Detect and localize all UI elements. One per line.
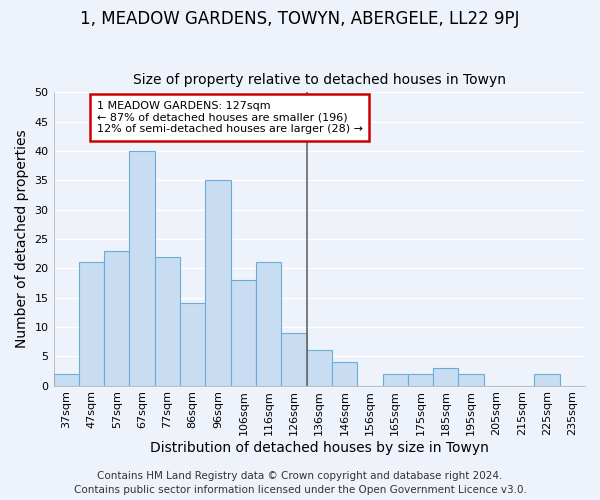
Bar — [130, 151, 155, 386]
Bar — [307, 350, 332, 386]
X-axis label: Distribution of detached houses by size in Towyn: Distribution of detached houses by size … — [150, 441, 489, 455]
Bar — [332, 362, 357, 386]
Bar — [256, 262, 281, 386]
Bar — [458, 374, 484, 386]
Bar — [53, 374, 79, 386]
Text: Contains HM Land Registry data © Crown copyright and database right 2024.
Contai: Contains HM Land Registry data © Crown c… — [74, 471, 526, 495]
Text: 1, MEADOW GARDENS, TOWYN, ABERGELE, LL22 9PJ: 1, MEADOW GARDENS, TOWYN, ABERGELE, LL22… — [80, 10, 520, 28]
Bar — [79, 262, 104, 386]
Bar — [408, 374, 433, 386]
Text: 1 MEADOW GARDENS: 127sqm
← 87% of detached houses are smaller (196)
12% of semi-: 1 MEADOW GARDENS: 127sqm ← 87% of detach… — [97, 101, 362, 134]
Bar — [205, 180, 230, 386]
Bar — [155, 256, 180, 386]
Title: Size of property relative to detached houses in Towyn: Size of property relative to detached ho… — [133, 73, 506, 87]
Bar — [281, 333, 307, 386]
Bar — [180, 304, 205, 386]
Bar — [383, 374, 408, 386]
Y-axis label: Number of detached properties: Number of detached properties — [15, 130, 29, 348]
Bar — [433, 368, 458, 386]
Bar — [104, 250, 130, 386]
Bar — [230, 280, 256, 386]
Bar — [535, 374, 560, 386]
